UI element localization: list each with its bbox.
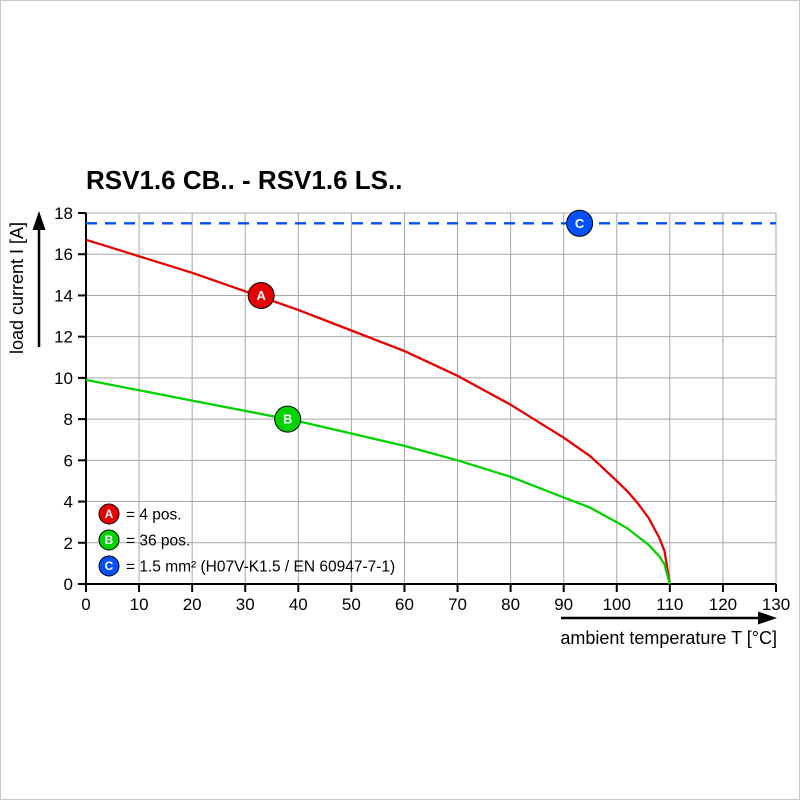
legend-badge-c [98, 555, 120, 577]
x-axis-arrow-icon [561, 611, 777, 625]
marker-a-badge [247, 281, 275, 309]
x-tick-label: 60 [395, 595, 414, 614]
tick-labels: 0 2 4 6 8 10 12 14 16 18 0 10 20 30 40 50 60 70 80 90 100 110… [54, 204, 790, 614]
gridlines [85, 212, 777, 585]
legend-badge-a [98, 503, 120, 525]
x-tick-label: 0 [81, 595, 90, 614]
x-tick-label: 80 [501, 595, 520, 614]
y-tick-label: 4 [64, 493, 73, 512]
x-tick-label: 120 [709, 595, 737, 614]
x-tick-label: 20 [183, 595, 202, 614]
x-tick-label: 10 [130, 595, 149, 614]
x-tick-label: 40 [289, 595, 308, 614]
marker-b-letter: B [283, 412, 292, 427]
y-axis-arrow-icon [32, 211, 46, 347]
legend-badge-b [98, 529, 120, 551]
marker-a-letter: A [256, 288, 266, 303]
x-tick-label: 110 [656, 595, 683, 614]
y-tick-label: 8 [64, 410, 73, 429]
x-tick-label: 100 [603, 595, 631, 614]
legend-letter-b: B [105, 533, 114, 547]
curves [85, 222, 776, 585]
chart-title: RSV1.6 CB.. - RSV1.6 LS.. [86, 165, 402, 195]
x-tick-label: 70 [448, 595, 467, 614]
legend: A = 4 pos. B = 36 pos. C = 1.5 mm² (H07V-K1.5… [98, 503, 395, 577]
y-tick-label: 6 [64, 451, 73, 470]
y-tick-label: 0 [64, 575, 73, 594]
legend-label-a: = 4 pos. [126, 507, 182, 524]
marker-c-badge [566, 209, 594, 237]
x-axis-label: ambient temperature T [°C] [560, 628, 777, 648]
legend-letter-c: C [105, 559, 114, 573]
y-axis-label: load current I [A] [7, 222, 27, 354]
curve-markers: A B C [247, 209, 594, 433]
y-tick-label: 2 [64, 534, 73, 553]
y-tick-label: 14 [54, 286, 73, 305]
tick-marks [78, 212, 777, 592]
x-tick-label: 30 [236, 595, 255, 614]
y-tick-label: 16 [54, 245, 73, 264]
marker-c-letter: C [575, 216, 585, 231]
legend-label-c: = 1.5 mm² (H07V-K1.5 / EN 60947-7-1) [126, 559, 395, 576]
axes [85, 213, 776, 585]
x-tick-label: 130 [762, 595, 790, 614]
curve-b [85, 378, 671, 585]
y-tick-label: 12 [54, 328, 73, 347]
curve-a [85, 238, 671, 585]
x-tick-label: 90 [554, 595, 573, 614]
y-tick-label: 18 [54, 204, 73, 223]
y-tick-label: 10 [54, 369, 73, 388]
marker-b-badge [274, 405, 302, 433]
legend-letter-a: A [105, 507, 114, 521]
x-tick-label: 50 [342, 595, 361, 614]
legend-label-b: = 36 pos. [126, 533, 190, 550]
